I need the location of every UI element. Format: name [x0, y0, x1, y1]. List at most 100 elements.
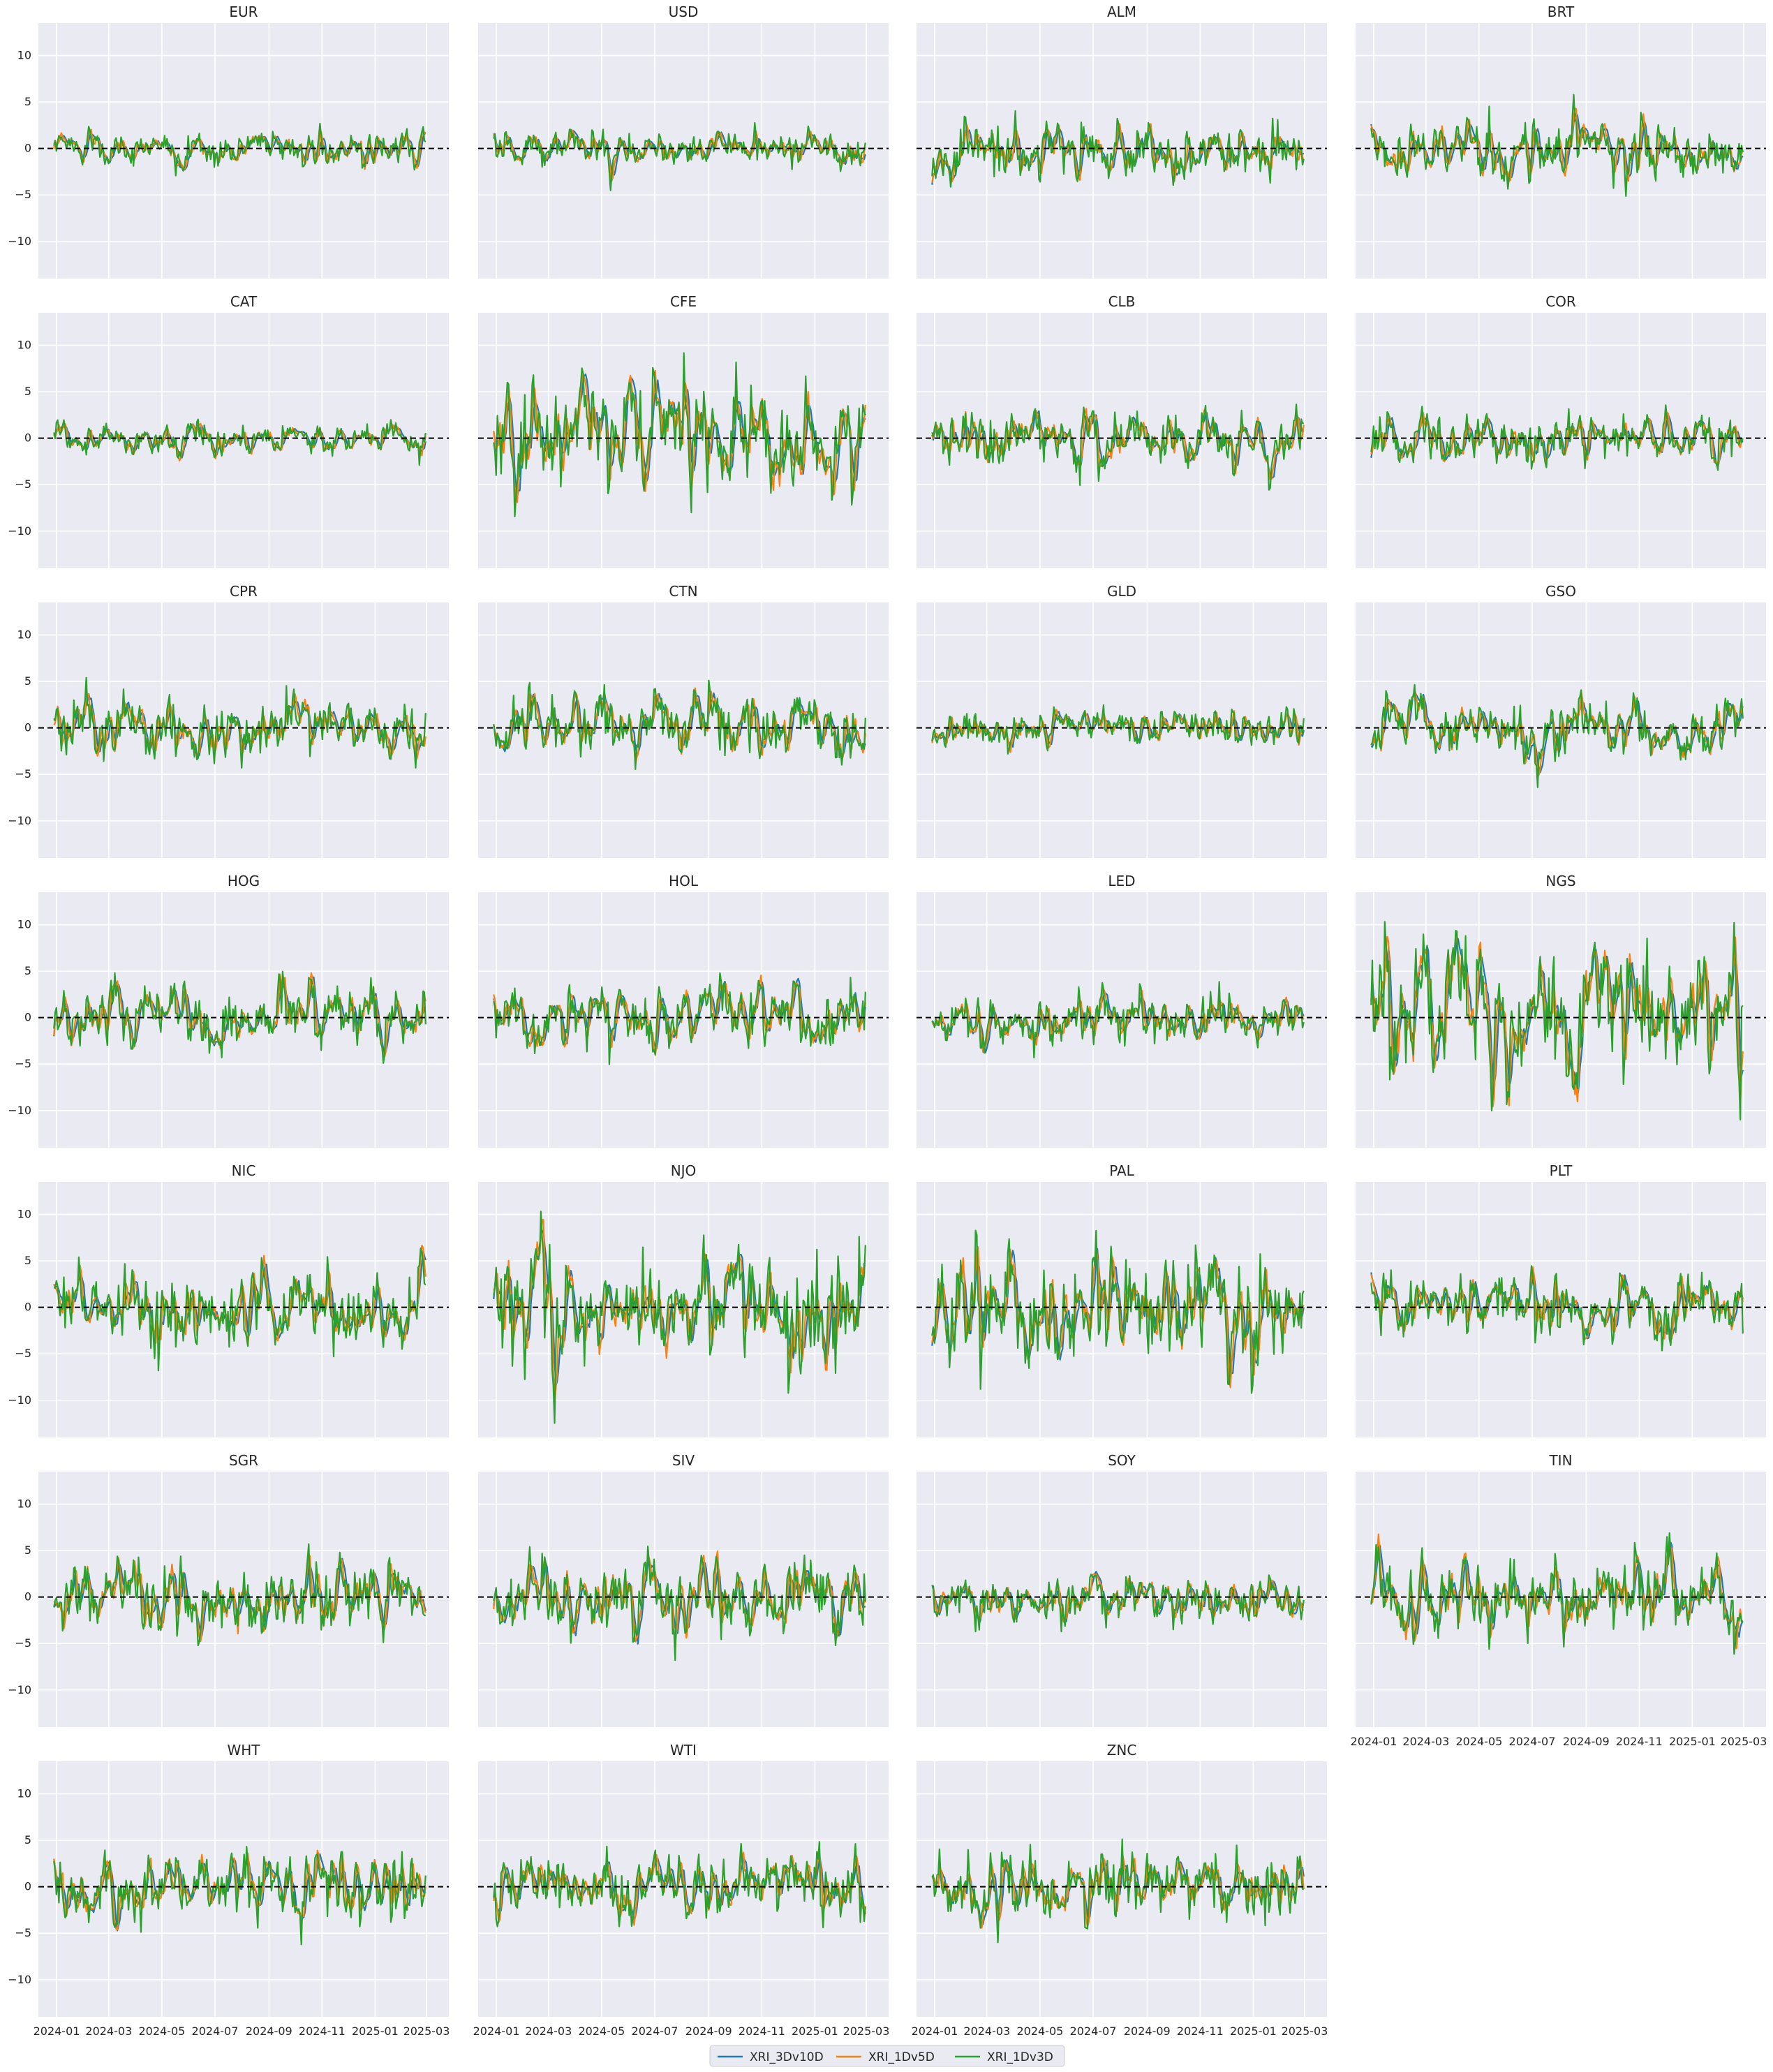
y-tick-label: 10 — [17, 339, 31, 352]
panel-znc: 2024-01 2024-03 2024-05 2024-07 2024-09 2024-… — [912, 1742, 1328, 2038]
series-line-xri_1dv3d — [53, 676, 426, 769]
panel-title: NGS — [1545, 873, 1575, 889]
series-line-xri_1dv3d — [493, 1841, 866, 1929]
x-tick-label: 2024-07 — [1509, 1735, 1556, 1748]
panel-title: CTN — [669, 583, 697, 600]
panel-title: HOG — [228, 873, 260, 889]
y-tick-label: 10 — [17, 1208, 31, 1221]
y-tick-label: 5 — [24, 674, 31, 688]
series-line-xri_1dv3d — [931, 981, 1305, 1059]
panel-title: CLB — [1108, 293, 1136, 310]
y-tick-label: −10 — [8, 1393, 31, 1407]
y-tick-label: 10 — [17, 918, 31, 931]
y-tick-label: 0 — [24, 1590, 31, 1604]
series-line-xri_1dv3d — [53, 970, 426, 1064]
legend-entry-label: XRI_1Dv5D — [868, 2050, 935, 2064]
x-tick-label: 2024-01 — [1351, 1735, 1397, 1748]
panel-siv: SIV — [478, 1452, 889, 1727]
legend-entry-label: XRI_1Dv3D — [987, 2050, 1053, 2064]
x-tick-label: 2024-05 — [1455, 1735, 1502, 1748]
y-tick-label: 0 — [24, 431, 31, 445]
x-tick-label: 2024-09 — [1124, 2025, 1171, 2038]
panel-wht: −10 −5 0 5 10 2024-01 2024-03 2024-05 2024-07 202… — [8, 1742, 450, 2038]
legend: XRI_3Dv10D XRI_1Dv5D XRI_1Dv3D — [709, 2045, 1065, 2067]
panel-title: SIV — [672, 1452, 695, 1469]
x-tick-label: 2024-09 — [685, 2025, 732, 2038]
panel-title: GSO — [1545, 583, 1576, 600]
panel-title: NJO — [671, 1162, 697, 1179]
y-tick-label: 5 — [24, 1254, 31, 1267]
x-tick-label: 2024-09 — [246, 2025, 292, 2038]
x-tick-label: 2024-11 — [1177, 2025, 1224, 2038]
series-line-xri_1dv3d — [1370, 921, 1744, 1121]
series-line-xri_1dv3d — [931, 704, 1305, 755]
series-line-xri_1dv3d — [1370, 1265, 1744, 1352]
panel-nic: −10 −5 0 5 10 NIC — [8, 1162, 449, 1437]
panel-clb: CLB — [917, 293, 1327, 568]
x-tick-label: 2024-09 — [1563, 1735, 1610, 1748]
x-tick-label: 2025-01 — [792, 2025, 838, 2038]
x-tick-label: 2025-03 — [1721, 1735, 1767, 1748]
plot-area — [38, 313, 449, 568]
panel-gld: GLD — [917, 583, 1327, 858]
panel-usd: USD — [478, 3, 889, 279]
x-tick-label: 2024-01 — [473, 2025, 520, 2038]
y-tick-label: 5 — [24, 95, 31, 108]
panel-title: PAL — [1109, 1162, 1134, 1179]
x-tick-label: 2025-03 — [843, 2025, 890, 2038]
panel-title: WTI — [670, 1742, 697, 1759]
panels: −10 −5 0 5 10 EUR USD ALM BRT −10 −5 0 5 10 CAT CFE CLB C… — [8, 3, 1767, 2038]
series-line-xri_1dv3d — [493, 121, 866, 191]
series-line-xri_1dv3d — [53, 1543, 426, 1647]
panel-title: CAT — [230, 293, 258, 310]
series-line-xri_1dv3d — [1370, 94, 1744, 197]
series-line-xri_1dv3d — [53, 1846, 426, 1946]
y-tick-label: 5 — [24, 385, 31, 398]
series-line-xri_1dv3d — [53, 122, 426, 177]
x-tick-label: 2024-11 — [1616, 1735, 1663, 1748]
panel-njo: NJO — [478, 1162, 889, 1437]
panel-gso: GSO — [1356, 583, 1766, 858]
panel-title: CFE — [670, 293, 697, 310]
series-line-xri_1dv3d — [931, 1574, 1305, 1633]
x-tick-label: 2024-11 — [739, 2025, 785, 2038]
series-line-xri_1dv5d — [931, 1241, 1305, 1389]
panel-tin: 2024-01 2024-03 2024-05 2024-07 2024-09 2024-… — [1351, 1452, 1767, 1748]
y-tick-label: −5 — [15, 1926, 31, 1939]
series-line-xri_1dv3d — [493, 1545, 866, 1662]
panel-eur: −10 −5 0 5 10 EUR — [8, 3, 449, 279]
y-tick-label: −10 — [8, 1973, 31, 1986]
y-tick-label: −10 — [8, 524, 31, 538]
x-tick-label: 2025-03 — [1282, 2025, 1328, 2038]
panel-cfe: CFE — [478, 293, 889, 568]
x-tick-label: 2024-11 — [299, 2025, 346, 2038]
y-tick-label: 0 — [24, 1880, 31, 1893]
series-line-xri_1dv3d — [493, 352, 866, 517]
panel-cor: COR — [1356, 293, 1766, 568]
y-tick-label: 10 — [17, 628, 31, 642]
y-tick-label: −5 — [15, 1057, 31, 1070]
y-tick-label: 10 — [17, 1787, 31, 1800]
x-tick-label: 2025-03 — [403, 2025, 450, 2038]
y-tick-label: −10 — [8, 1104, 31, 1117]
panel-sgr: −10 −5 0 5 10 SGR — [8, 1452, 449, 1727]
panel-title: LED — [1108, 873, 1135, 889]
y-tick-label: 0 — [24, 721, 31, 734]
x-tick-label: 2024-01 — [912, 2025, 958, 2038]
x-tick-label: 2024-03 — [1402, 1735, 1449, 1748]
y-tick-label: 5 — [24, 964, 31, 977]
series-line-xri_1dv3d — [931, 110, 1305, 188]
x-tick-label: 2024-03 — [85, 2025, 132, 2038]
y-tick-label: 0 — [24, 1011, 31, 1024]
panel-wti: 2024-01 2024-03 2024-05 2024-07 2024-09 2024-… — [473, 1742, 890, 2038]
x-tick-label: 2025-01 — [1230, 2025, 1277, 2038]
x-tick-label: 2024-03 — [963, 2025, 1010, 2038]
x-tick-label: 2024-07 — [632, 2025, 678, 2038]
x-tick-label: 2025-01 — [1669, 1735, 1716, 1748]
series-line-xri_1dv3d — [1370, 404, 1744, 471]
legend-entry-label: XRI_3Dv10D — [750, 2050, 824, 2064]
panel-title: USD — [669, 3, 699, 20]
series-line-xri_1dv3d — [931, 1229, 1305, 1394]
x-tick-label: 2024-07 — [1070, 2025, 1117, 2038]
